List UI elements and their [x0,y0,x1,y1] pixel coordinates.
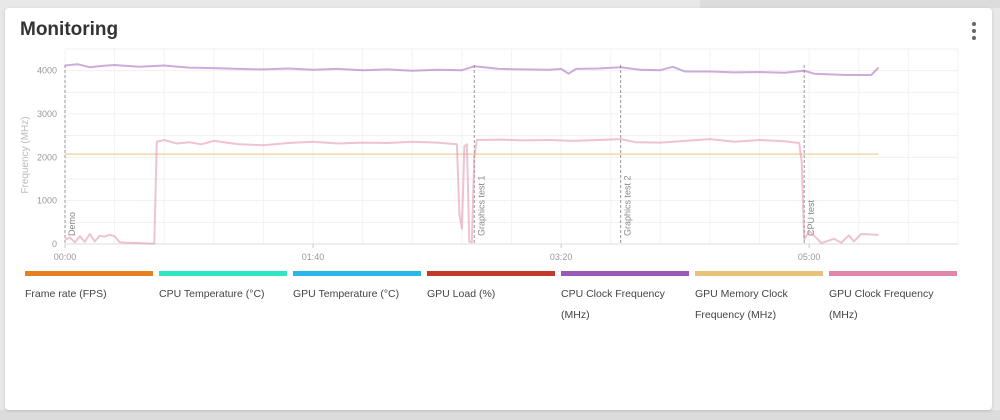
legend-item[interactable]: Frame rate (FPS) [25,271,153,305]
legend-item[interactable]: GPU Clock Frequency (MHz) [829,271,957,326]
legend-swatch [561,271,689,276]
legend-swatch [293,271,421,276]
x-tick-label: 01:40 [302,252,325,262]
y-axis-label: Frequency (MHz) [20,116,31,193]
legend-label: CPU Clock Frequency (MHz) [561,288,665,321]
legend-label: Frame rate (FPS) [25,288,107,300]
legend-item[interactable]: GPU Memory Clock Frequency (MHz) [695,271,823,326]
annotation-label: CPU test [806,199,816,236]
y-tick-label: 0 [52,239,57,249]
series-line-4 [64,63,880,76]
legend-item[interactable]: CPU Clock Frequency (MHz) [561,271,689,326]
annotation-label: Graphics test 2 [623,175,633,236]
legend-label: GPU Clock Frequency (MHz) [829,288,934,321]
legend-swatch [829,271,957,276]
x-tick-label: 00:00 [54,252,77,262]
legend-item[interactable]: GPU Load (%) [427,271,555,305]
chart-legend: Frame rate (FPS) CPU Temperature (°C) GPU … [25,271,965,331]
legend-swatch [25,271,153,276]
chart-axes: 0 1000 2000 3000 4000 00:00 01:40 03:20 05:00 [37,66,958,262]
panel-title: Monitoring [20,19,119,40]
chart-series [64,63,880,245]
legend-label: GPU Load (%) [427,288,496,300]
chart-grid [64,48,959,245]
y-tick-label: 3000 [37,109,57,119]
legend-label: GPU Memory Clock Frequency (MHz) [695,288,788,321]
legend-item[interactable]: CPU Temperature (°C) [159,271,287,305]
y-tick-label: 1000 [37,196,57,206]
legend-label: GPU Temperature (°C) [293,288,400,300]
legend-item[interactable]: GPU Temperature (°C) [293,271,421,305]
legend-swatch [427,271,555,276]
series-line-6 [64,138,879,245]
x-tick-label: 03:20 [550,252,573,262]
legend-swatch [159,271,287,276]
legend-label: CPU Temperature (°C) [159,288,265,300]
chart-annotations: Demo Graphics test 1 Graphics test 2 CPU te… [64,65,816,244]
y-tick-label: 4000 [37,66,57,76]
annotation-label: Demo [67,212,77,236]
kebab-vertical-icon[interactable] [968,22,980,40]
annotation-label: Graphics test 1 [476,175,486,236]
x-tick-label: 05:00 [798,252,821,262]
legend-swatch [695,271,823,276]
y-tick-label: 2000 [37,152,57,162]
